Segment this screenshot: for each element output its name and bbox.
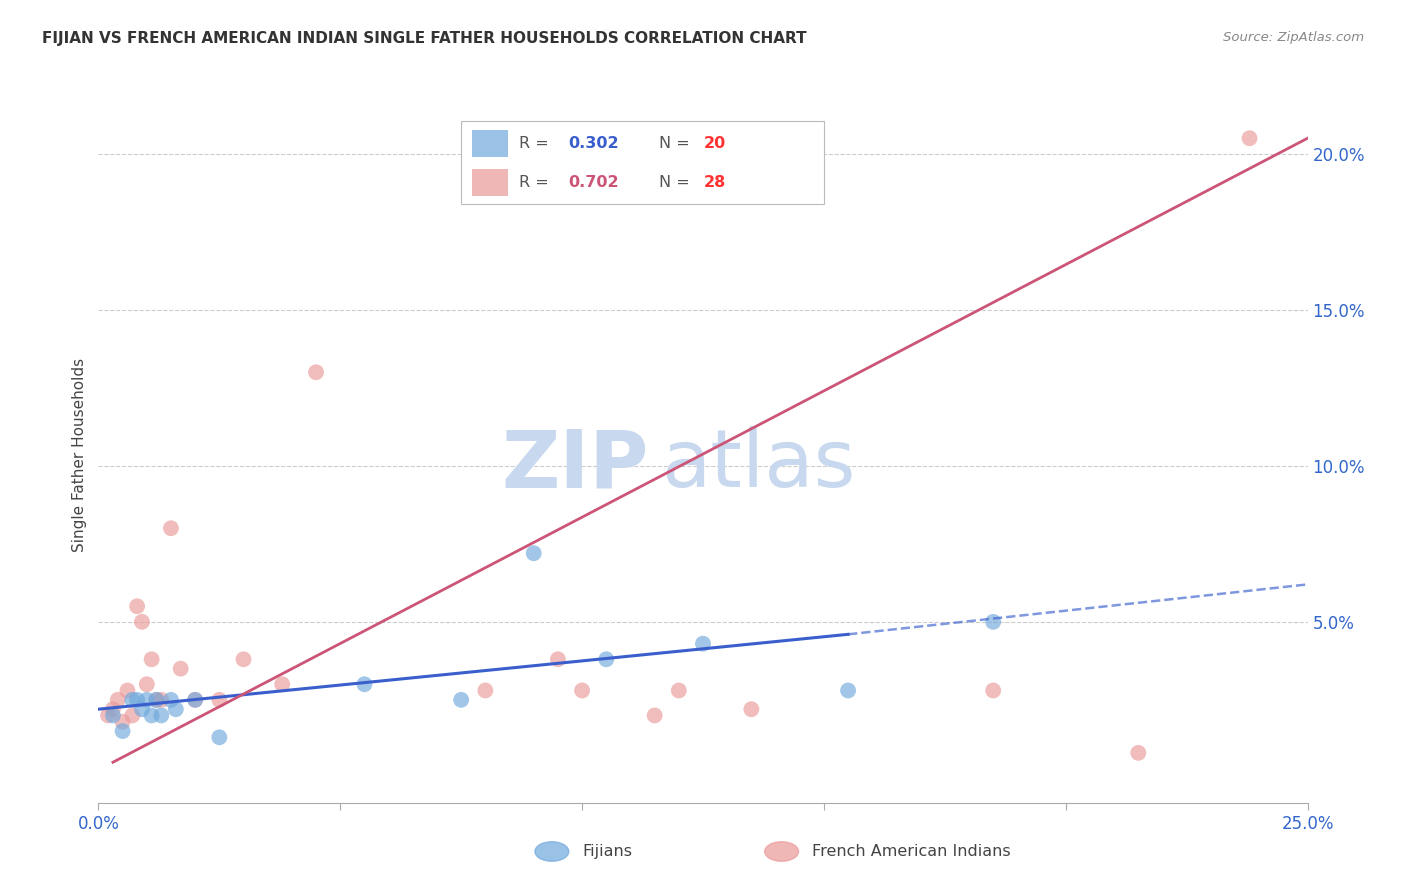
Point — [97, 708, 120, 723]
Point — [571, 683, 593, 698]
Point — [232, 652, 254, 666]
Text: atlas: atlas — [661, 426, 855, 504]
Point — [668, 683, 690, 698]
Point — [141, 652, 163, 666]
Point — [117, 683, 139, 698]
Text: ZIP: ZIP — [502, 426, 648, 504]
Point — [107, 693, 129, 707]
Point — [981, 683, 1004, 698]
Point — [523, 546, 546, 560]
Point — [474, 683, 496, 698]
Point — [305, 365, 328, 379]
Circle shape — [765, 842, 799, 862]
Point — [271, 677, 294, 691]
Point — [450, 693, 472, 707]
Point — [131, 702, 153, 716]
Point — [165, 702, 187, 716]
Point — [1128, 746, 1150, 760]
Point — [145, 693, 167, 707]
Point — [547, 652, 569, 666]
Point — [184, 693, 207, 707]
Point — [208, 693, 231, 707]
Point — [111, 714, 134, 729]
Point — [981, 615, 1004, 629]
Point — [135, 677, 157, 691]
Point — [101, 702, 124, 716]
Point — [644, 708, 666, 723]
Point — [121, 693, 143, 707]
Point — [101, 708, 124, 723]
Point — [141, 708, 163, 723]
Point — [160, 521, 183, 535]
Point — [353, 677, 375, 691]
Point — [740, 702, 762, 716]
Point — [135, 693, 157, 707]
Point — [127, 693, 149, 707]
Point — [121, 708, 143, 723]
Point — [160, 693, 183, 707]
Text: Source: ZipAtlas.com: Source: ZipAtlas.com — [1223, 31, 1364, 45]
Text: Fijians: Fijians — [582, 844, 633, 859]
Circle shape — [534, 842, 569, 862]
Y-axis label: Single Father Households: Single Father Households — [72, 358, 87, 552]
Point — [208, 731, 231, 745]
Point — [150, 693, 173, 707]
Point — [145, 693, 167, 707]
Point — [837, 683, 859, 698]
Point — [169, 662, 191, 676]
Point — [131, 615, 153, 629]
Point — [111, 724, 134, 739]
Point — [595, 652, 617, 666]
Text: FIJIAN VS FRENCH AMERICAN INDIAN SINGLE FATHER HOUSEHOLDS CORRELATION CHART: FIJIAN VS FRENCH AMERICAN INDIAN SINGLE … — [42, 31, 807, 46]
Point — [184, 693, 207, 707]
Point — [692, 637, 714, 651]
Point — [150, 708, 173, 723]
Point — [1239, 131, 1261, 145]
Point — [127, 599, 149, 614]
Text: French American Indians: French American Indians — [811, 844, 1011, 859]
